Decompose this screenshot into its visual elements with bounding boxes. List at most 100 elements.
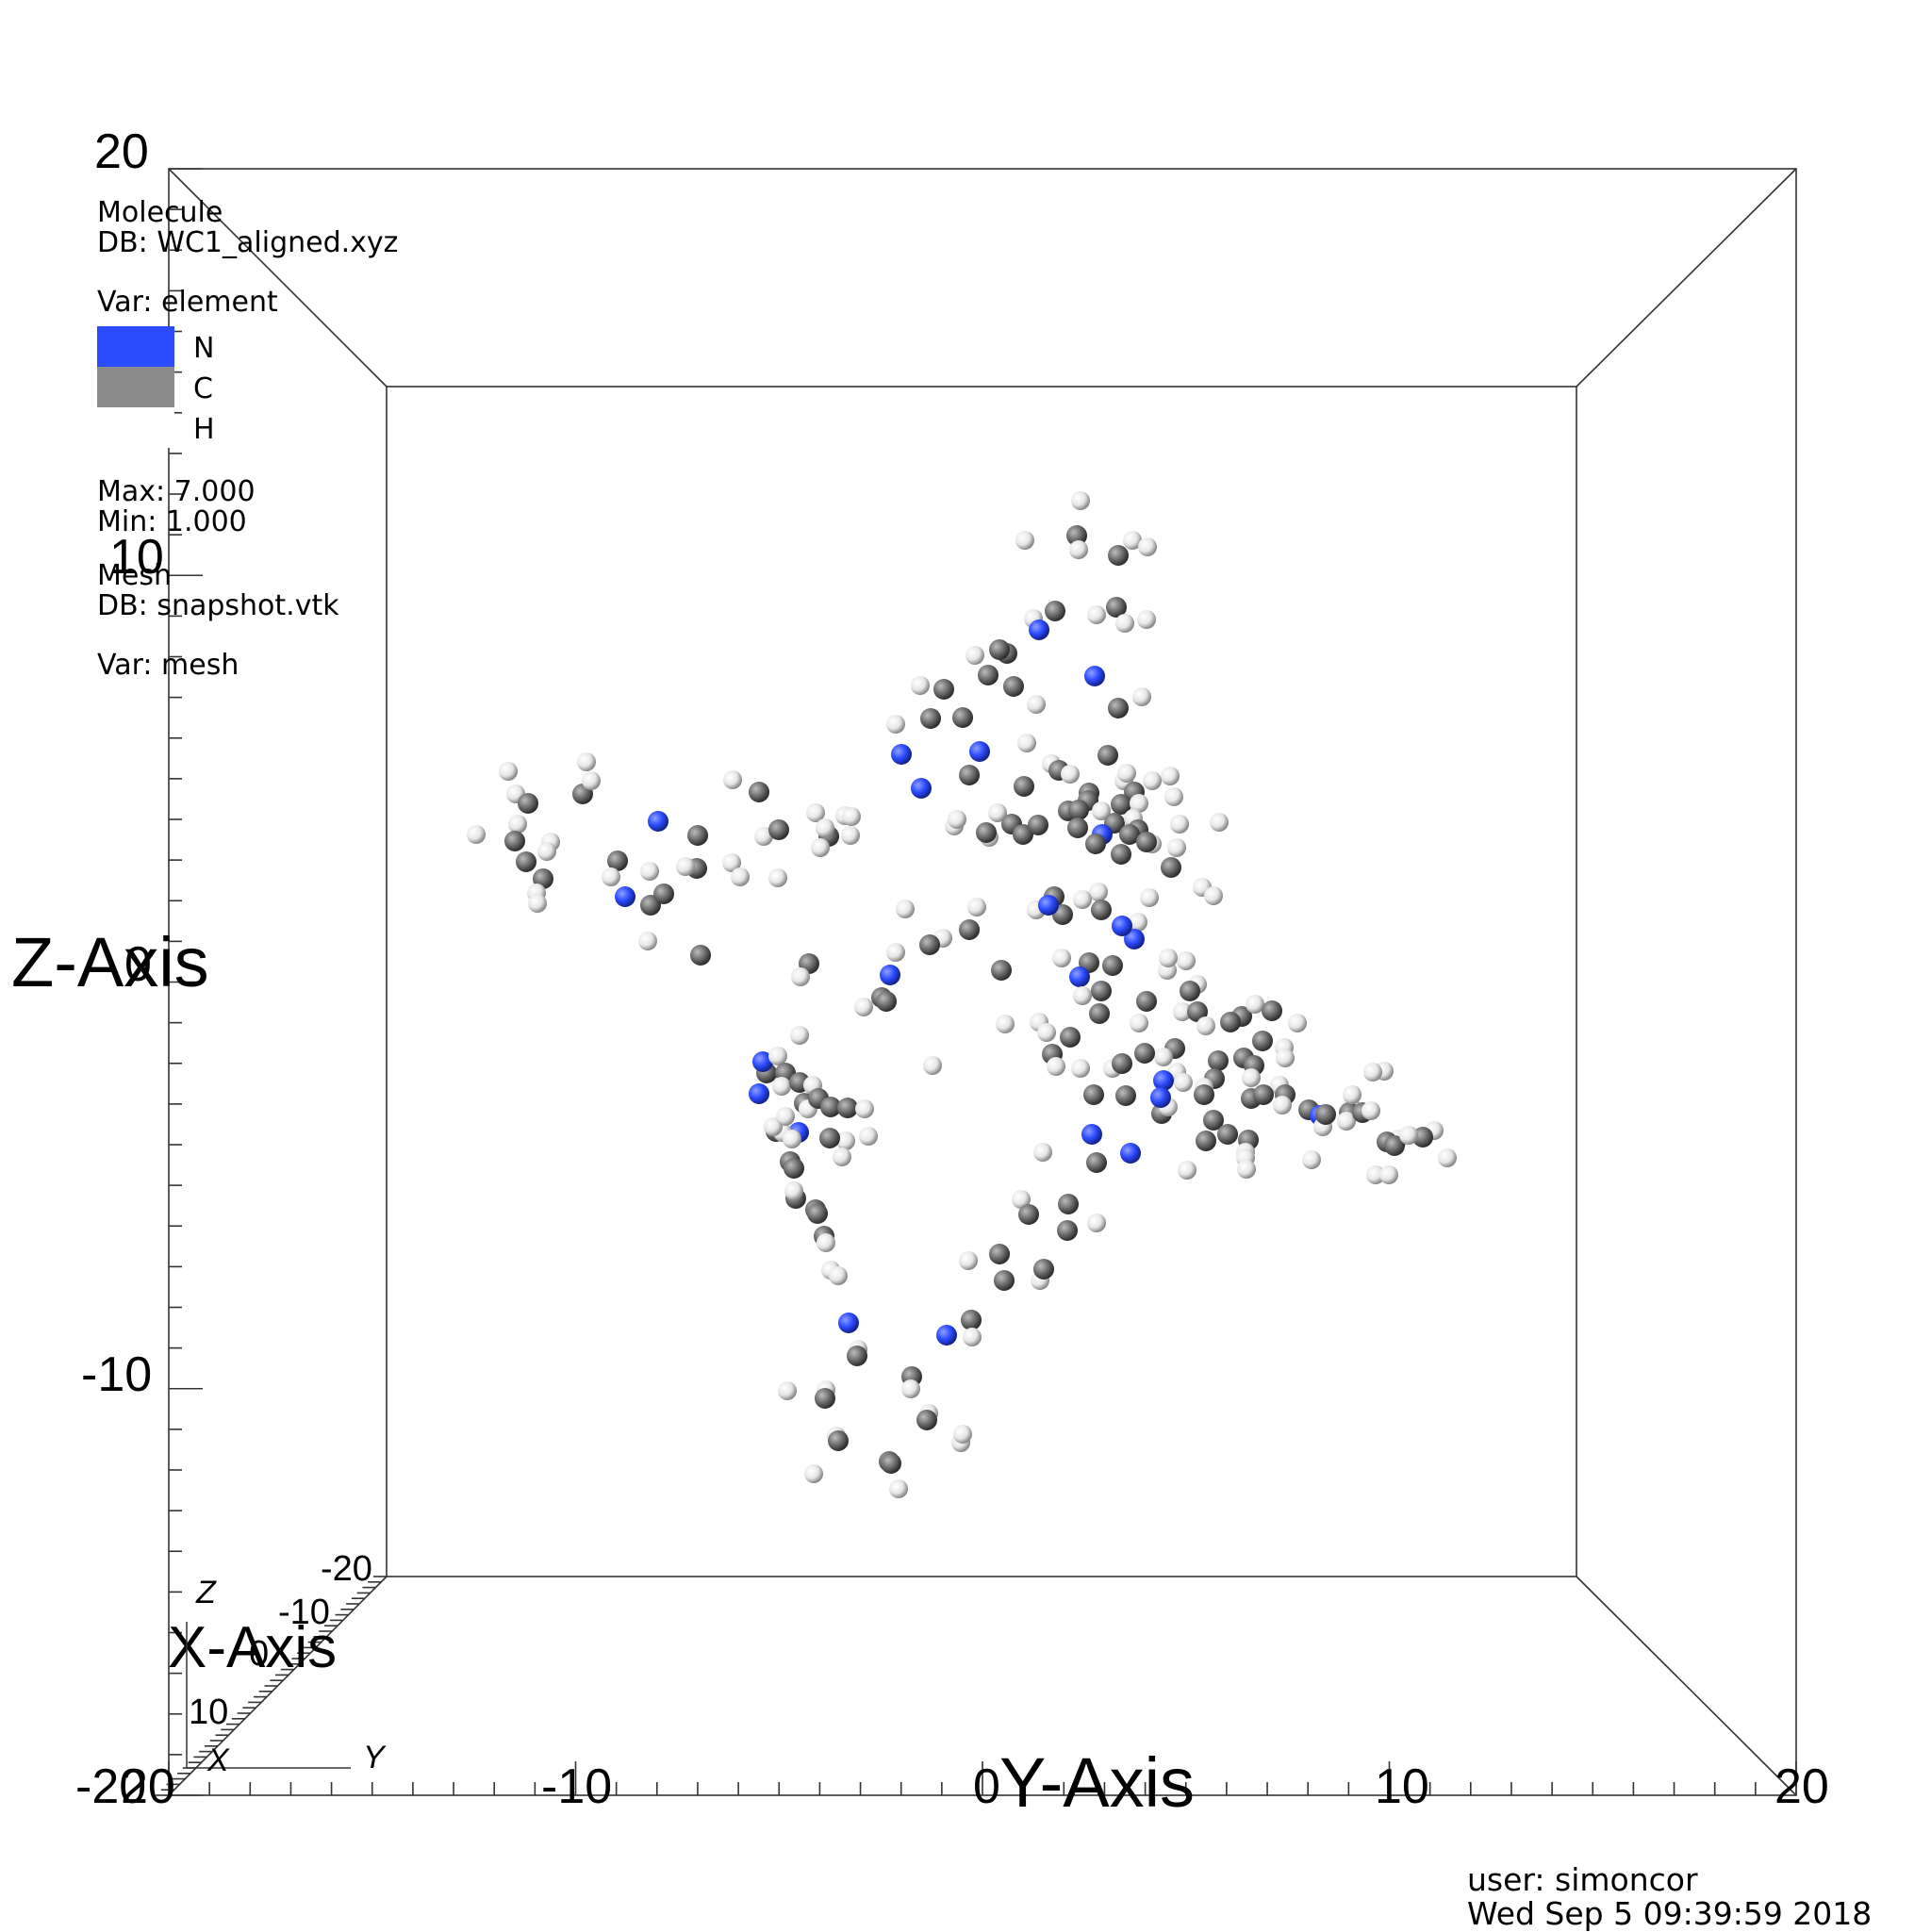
atom-hydrogen <box>1161 767 1180 785</box>
atom-carbon <box>820 1097 841 1117</box>
atom-carbon <box>768 819 789 840</box>
legend-label-h: H <box>193 413 215 446</box>
y-tick-label: -20 <box>75 1759 146 1814</box>
atom-carbon <box>784 1158 804 1179</box>
atom-carbon <box>1045 601 1065 621</box>
atom-hydrogen <box>816 818 834 837</box>
atom-carbon <box>1384 1135 1405 1156</box>
atom-hydrogen <box>1302 1150 1321 1169</box>
atom-carbon <box>959 919 980 940</box>
atom-carbon <box>687 825 708 846</box>
atom-hydrogen <box>1246 995 1264 1014</box>
atom-carbon <box>607 850 628 871</box>
atom-hydrogen <box>1438 1148 1457 1167</box>
bounding-box-inner <box>386 386 1577 1577</box>
atom-hydrogen <box>1017 734 1036 752</box>
atom-hydrogen <box>528 894 547 913</box>
atom-hydrogen <box>768 868 787 887</box>
molecule-atoms[interactable] <box>467 491 1457 1498</box>
x-tick-label: 20 <box>121 1759 175 1814</box>
atom-carbon <box>1220 1012 1241 1032</box>
atom-hydrogen <box>889 1479 908 1498</box>
atom-hydrogen <box>811 838 830 857</box>
atom-carbon <box>1098 745 1118 766</box>
bounding-box-outer <box>168 168 1797 1796</box>
atom-hydrogen <box>959 1251 978 1270</box>
legend-mesh-var: Var: mesh <box>97 649 239 682</box>
atom-nitrogen <box>969 741 990 762</box>
legend-molecule-db: DB: WC1_aligned.xyz <box>97 226 399 259</box>
atom-hydrogen <box>1276 1049 1295 1067</box>
atom-hydrogen <box>1242 1068 1261 1087</box>
atom-nitrogen <box>1084 666 1105 686</box>
footer-user: user: simoncor <box>1467 1861 1698 1898</box>
atom-hydrogen <box>1092 801 1111 820</box>
atom-hydrogen <box>911 676 930 695</box>
atom-hydrogen <box>1071 491 1090 510</box>
atom-carbon <box>504 831 525 851</box>
atom-carbon <box>1252 1031 1273 1051</box>
atom-carbon <box>1203 1110 1224 1131</box>
triad-x-label: X <box>206 1742 230 1778</box>
atom-hydrogen <box>1047 1057 1065 1076</box>
atom-hydrogen <box>1210 813 1229 832</box>
atom-carbon <box>961 1310 982 1330</box>
atom-hydrogen <box>1273 1096 1292 1115</box>
atom-nitrogen <box>1029 619 1049 640</box>
x-axis-title: X-Axis <box>168 1615 337 1680</box>
atom-carbon <box>1111 794 1131 815</box>
atom-hydrogen <box>768 1047 787 1065</box>
atom-nitrogen <box>749 1083 769 1104</box>
atom-carbon <box>1018 1204 1039 1225</box>
atom-hydrogen <box>1087 1214 1106 1232</box>
atom-hydrogen <box>1061 765 1080 784</box>
atom-hydrogen <box>1197 1016 1215 1035</box>
atom-nitrogen <box>1120 1143 1141 1164</box>
atom-carbon <box>1412 1127 1433 1148</box>
atom-hydrogen <box>676 857 695 876</box>
legend-swatch-h <box>97 407 174 448</box>
atom-carbon <box>1208 1050 1229 1071</box>
atom-nitrogen <box>752 1051 773 1072</box>
atom-carbon <box>1315 1104 1336 1125</box>
atom-nitrogen <box>1038 895 1059 916</box>
atom-hydrogen <box>953 1425 972 1444</box>
atom-hydrogen <box>1137 610 1156 629</box>
atom-hydrogen <box>722 853 741 872</box>
atom-carbon <box>1180 981 1200 1001</box>
axis-ticks <box>156 168 1797 1796</box>
atom-carbon <box>959 765 980 785</box>
atom-hydrogen <box>1337 1112 1356 1131</box>
atom-carbon <box>819 1128 840 1148</box>
atom-hydrogen <box>499 762 518 781</box>
atom-nitrogen <box>880 965 900 985</box>
atom-carbon <box>1187 1001 1208 1022</box>
y-tick-label: 0 <box>973 1759 1000 1814</box>
atom-hydrogen <box>1130 794 1148 813</box>
atom-nitrogen <box>936 1325 957 1346</box>
atom-carbon <box>1058 1194 1079 1214</box>
atom-carbon <box>1086 1152 1107 1173</box>
atom-carbon <box>1085 834 1106 854</box>
atom-hydrogen <box>1174 1073 1193 1092</box>
atom-carbon <box>837 1098 858 1118</box>
atom-carbon <box>989 1244 1010 1264</box>
atom-hydrogen <box>577 752 596 771</box>
atom-carbon <box>1066 525 1087 546</box>
atom-carbon <box>1033 1259 1054 1280</box>
atom-hydrogen <box>1362 1101 1380 1120</box>
atom-hydrogen <box>829 1266 848 1285</box>
atom-hydrogen <box>948 810 966 829</box>
atom-carbon <box>1102 955 1123 976</box>
atom-hydrogen <box>886 943 905 962</box>
atom-hydrogen <box>1363 1063 1382 1082</box>
atom-hydrogen <box>1037 1023 1056 1042</box>
atom-hydrogen <box>1343 1085 1362 1104</box>
atom-hydrogen <box>1015 531 1034 550</box>
legend-swatch-c <box>97 367 174 407</box>
atom-hydrogen <box>901 1379 920 1398</box>
atom-hydrogen <box>1167 838 1186 857</box>
atom-hydrogen <box>1129 913 1147 932</box>
atom-carbon <box>1106 597 1127 618</box>
